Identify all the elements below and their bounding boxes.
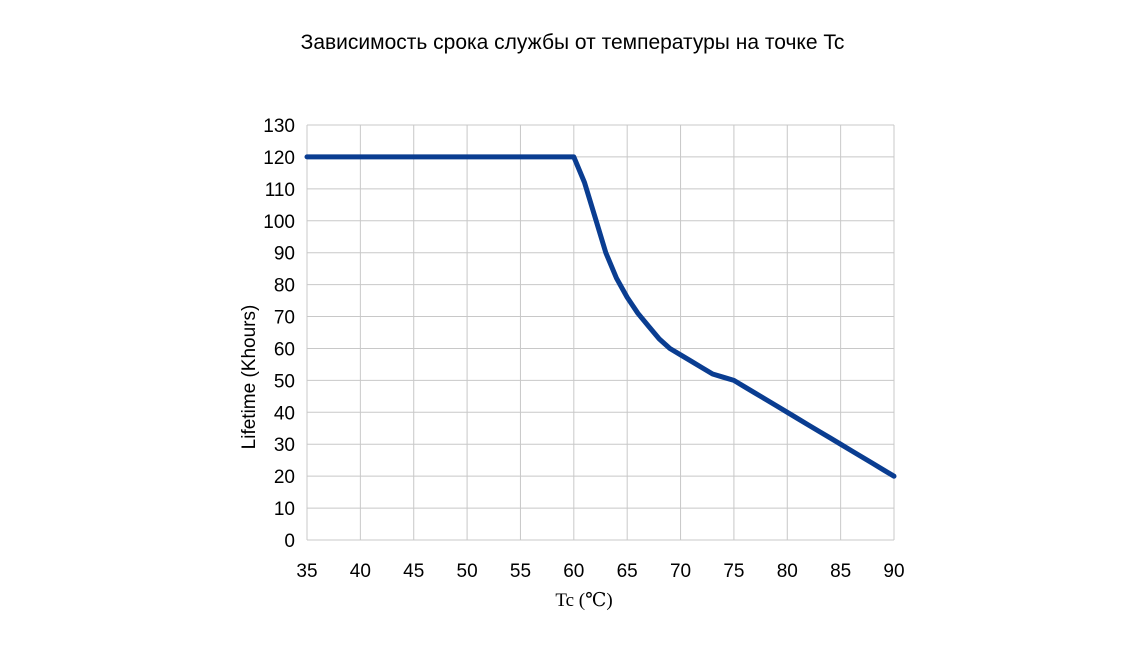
x-tick-label: 70 [670,561,691,582]
x-tick-label: 45 [403,561,424,582]
y-tick-label: 20 [274,467,295,488]
x-tick-label: 35 [296,561,317,582]
x-tick-label: 75 [723,561,744,582]
y-tick-label: 50 [274,371,295,392]
x-tick-label: 60 [563,561,584,582]
x-tick-label: 85 [830,561,851,582]
y-tick-label: 80 [274,276,295,297]
grid [306,124,895,541]
y-tick-label: 60 [274,339,295,360]
x-tick-label: 80 [777,561,798,582]
y-tick-label: 40 [274,403,295,424]
x-tick-label: 50 [457,561,478,582]
x-tick-label: 90 [883,561,904,582]
y-axis-label: Lifetime (Khours) [239,305,260,450]
x-tick-label: 40 [350,561,371,582]
y-tick-label: 130 [263,116,295,137]
tick-labels: 35 40 45 50 55 60 65 70 75 80 85 90 0 10 20 30 40 50 60 70 8… [263,116,904,582]
x-tick-label: 65 [617,561,638,582]
y-tick-label: 110 [265,180,295,201]
x-axis-label: Tc (℃) [555,590,612,611]
chart-title: Зависимость срока службы от температуры … [300,31,845,54]
y-tick-label: 120 [263,148,295,169]
y-tick-label: 70 [274,308,295,329]
x-tick-label: 55 [510,561,531,582]
y-tick-label: 90 [274,244,295,265]
series-line [304,154,897,479]
y-tick-label: 0 [284,531,295,552]
y-tick-label: 100 [263,212,295,233]
y-tick-label: 30 [274,435,295,456]
y-tick-label: 10 [274,499,295,520]
series-layer [304,154,897,479]
